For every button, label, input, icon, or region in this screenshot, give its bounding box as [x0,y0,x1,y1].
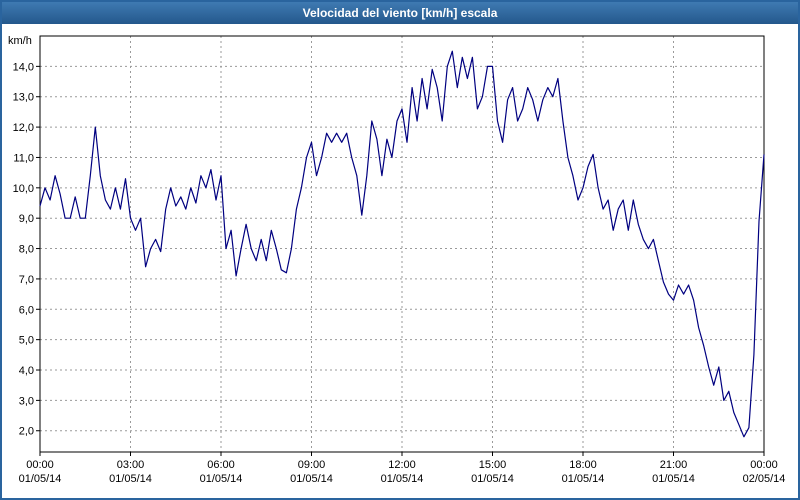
y-tick-label: 4,0 [19,365,34,377]
y-tick-label: 2,0 [19,426,34,438]
x-date-label: 01/05/14 [200,473,243,485]
x-date-label: 02/05/14 [743,473,786,485]
y-tick-label: 3,0 [19,395,34,407]
y-tick-label: 10,0 [13,183,34,195]
title-bar: Velocidad del viento [km/h] escala [2,2,798,24]
x-time-label: 03:00 [117,459,145,471]
x-date-label: 01/05/14 [19,473,62,485]
x-time-label: 06:00 [207,459,235,471]
x-time-label: 15:00 [479,459,507,471]
y-tick-label: 12,0 [13,122,34,134]
x-time-label: 00:00 [750,459,778,471]
y-tick-label: 8,0 [19,244,34,256]
chart-area: 14,0 13,0 12,0 11,0 10,0 9,0 8,0 7,0 6,0 5,0 4,0 3,… [2,24,798,498]
x-time-label: 09:00 [298,459,326,471]
x-date-label: 01/05/14 [381,473,424,485]
x-date-label: 01/05/14 [290,473,333,485]
y-tick-label: 14,0 [13,61,34,73]
y-tick-label: 7,0 [19,274,34,286]
x-date-label: 01/05/14 [109,473,152,485]
x-time-label: 00:00 [26,459,54,471]
wind-speed-chart: 14,0 13,0 12,0 11,0 10,0 9,0 8,0 7,0 6,0 5,0 4,0 3,… [8,35,786,485]
y-tick-label: 9,0 [19,213,34,225]
y-tick-label: 11,0 [13,152,34,164]
plot-background [40,36,764,452]
x-date-label: 01/05/14 [562,473,605,485]
x-date-label: 01/05/14 [471,473,514,485]
x-time-label: 12:00 [388,459,416,471]
y-axis-unit-label: km/h [8,35,32,47]
y-tick-label: 13,0 [13,92,34,104]
x-date-label: 01/05/14 [652,473,695,485]
x-time-label: 21:00 [660,459,688,471]
y-tick-label: 6,0 [19,304,34,316]
y-tick-label: 5,0 [19,335,34,347]
window-title: Velocidad del viento [km/h] escala [302,6,498,20]
wind-speed-line [39,50,765,438]
x-time-label: 18:00 [569,459,597,471]
